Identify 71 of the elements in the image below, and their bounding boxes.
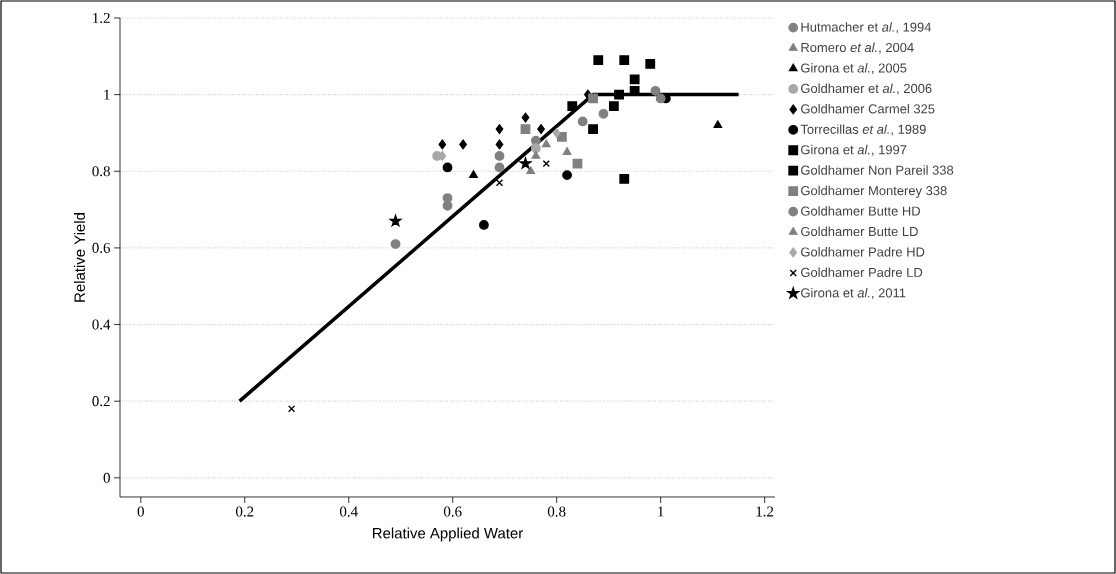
point — [494, 162, 505, 173]
legend-label: Girona et al., 1997 — [801, 144, 907, 156]
y-tick-label: 0.2 — [92, 396, 110, 407]
legend-label: Goldhamer Monterey 338 — [801, 185, 947, 198]
legend-label: Goldhamer Padre LD — [801, 267, 923, 277]
legend-label: Goldhamer Butte HD — [801, 206, 920, 216]
point — [645, 59, 656, 69]
x-tick-label: 0 — [137, 506, 144, 517]
legend-label: Girona et al., 2011 — [801, 287, 906, 299]
y-axis-title: Relative Yield — [74, 213, 85, 302]
x-tick-label: 1.2 — [756, 506, 774, 517]
point — [619, 55, 630, 66]
legend-label: Goldhamer Non Pareil 338 — [801, 165, 954, 175]
point — [495, 179, 504, 187]
legend-label: Girona et al., 2005 — [801, 63, 907, 75]
x-tick-label: 0.2 — [236, 506, 254, 517]
point — [520, 124, 531, 135]
y-tick-label: 0.4 — [92, 319, 111, 330]
point — [459, 139, 467, 150]
point — [655, 93, 666, 104]
legend-label: Goldhamer et al., 2006 — [801, 83, 932, 95]
legend-label: Goldhamer Carmel 325 — [801, 103, 935, 114]
point — [577, 116, 588, 127]
y-tick-label: 1 — [104, 89, 110, 100]
point — [608, 101, 619, 112]
point — [556, 131, 567, 142]
point — [495, 124, 504, 135]
point — [593, 55, 604, 66]
point — [629, 74, 640, 85]
point — [537, 124, 545, 135]
point — [495, 139, 504, 150]
point — [650, 85, 661, 96]
y-tick-label: 0.8 — [92, 166, 110, 177]
legend-label: Torrecillas et al., 1989 — [800, 124, 926, 136]
point — [541, 139, 551, 148]
point — [519, 157, 532, 169]
point — [562, 147, 572, 155]
x-axis-title: Relative Applied Water — [373, 527, 523, 542]
point — [287, 405, 296, 413]
point — [531, 151, 541, 159]
point — [619, 174, 630, 184]
y-tick-label: 0 — [103, 472, 110, 483]
y-tick-label: 0.6 — [92, 242, 111, 253]
point — [552, 128, 561, 138]
point — [389, 214, 402, 227]
point — [494, 151, 505, 161]
point — [438, 139, 447, 150]
legend-label: Goldhamer Padre HD — [801, 247, 925, 257]
point — [469, 170, 478, 178]
legend-label: Romero et al., 2004 — [801, 42, 914, 54]
legend-label: Hutmacher et al., 1994 — [801, 22, 932, 34]
x-tick-label: 0.4 — [339, 506, 358, 517]
point — [542, 159, 550, 168]
x-tick-label: 0.8 — [547, 506, 566, 517]
point — [479, 220, 489, 230]
x-tick-label: 0.6 — [443, 506, 462, 517]
point — [390, 239, 401, 249]
x-tick-label: 1 — [658, 506, 664, 517]
point — [614, 89, 624, 100]
point — [713, 120, 723, 129]
point — [530, 143, 541, 154]
point — [598, 108, 609, 119]
point — [562, 170, 572, 180]
point — [567, 101, 578, 112]
point — [588, 124, 598, 135]
y-tick-label: 1.2 — [93, 12, 110, 24]
point — [521, 112, 530, 123]
legend-label: Goldhamer Butte LD — [801, 226, 918, 237]
point — [442, 162, 453, 173]
point — [526, 166, 536, 175]
point — [588, 93, 598, 104]
